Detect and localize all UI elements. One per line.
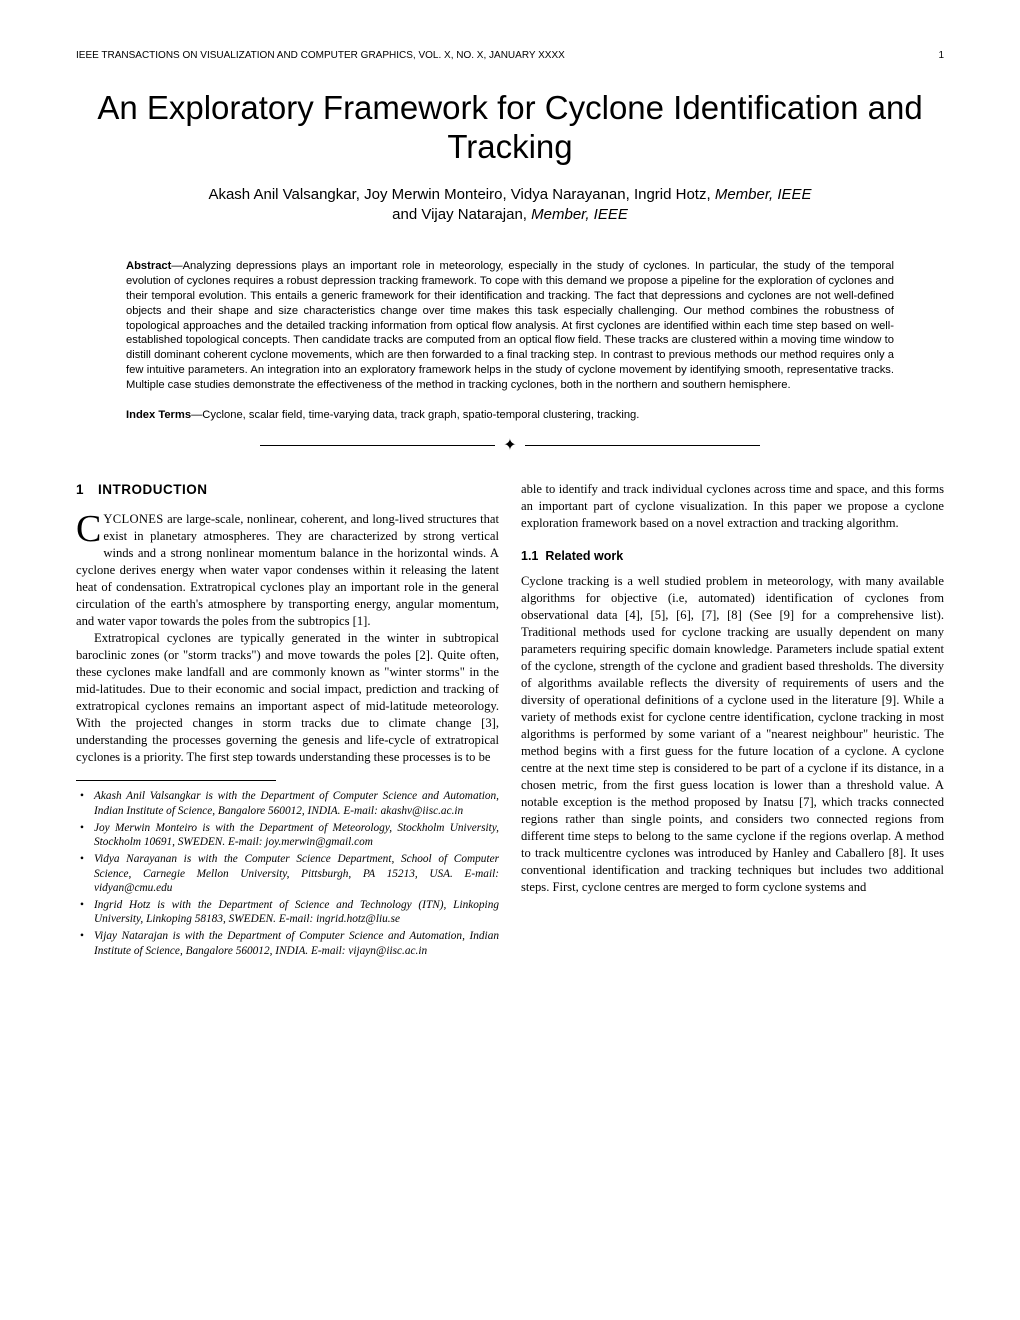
authors-text-2: and Vijay Natarajan, [392,206,531,223]
divider-line-right [525,445,760,446]
abstract-label: Abstract [126,260,171,272]
body-columns: 1INTRODUCTION CYCLONES are large-scale, … [76,481,944,961]
section-1-heading: 1INTRODUCTION [76,481,499,499]
footnote-2: Joy Merwin Monteiro is with the Departme… [76,821,499,849]
section-divider: ✦ [260,435,760,455]
paragraph-2: Extratropical cyclones are typically gen… [76,630,499,766]
section-1-title: INTRODUCTION [98,482,208,497]
member-label-1: Member, IEEE [715,186,812,203]
index-terms-text: —Cyclone, scalar field, time-varying dat… [191,409,639,421]
footnotes: Akash Anil Valsangkar is with the Depart… [76,789,499,957]
running-header: IEEE TRANSACTIONS ON VISUALIZATION AND C… [76,50,944,61]
journal-name: IEEE TRANSACTIONS ON VISUALIZATION AND C… [76,50,565,61]
index-terms-label: Index Terms [126,409,191,421]
authors-text-1: Akash Anil Valsangkar, Joy Merwin Montei… [208,186,714,203]
abstract: Abstract—Analyzing depressions plays an … [126,259,894,392]
page-number: 1 [938,50,944,61]
footnote-separator [76,780,276,781]
section-1-num: 1 [76,481,98,499]
member-label-2: Member, IEEE [531,206,628,223]
authors-block: Akash Anil Valsangkar, Joy Merwin Montei… [76,185,944,226]
subsection-1-1-heading: 1.1 Related work [521,548,944,565]
paragraph-r1: able to identify and track individual cy… [521,481,944,532]
footnote-5: Vijay Natarajan is with the Department o… [76,929,499,957]
left-column: 1INTRODUCTION CYCLONES are large-scale, … [76,481,499,961]
paragraph-1: CYCLONES are large-scale, nonlinear, coh… [76,511,499,630]
subsection-1-1-title: Related work [545,549,623,563]
paper-title: An Exploratory Framework for Cyclone Ide… [76,89,944,167]
subsection-1-1-num: 1.1 [521,549,538,563]
divider-symbol: ✦ [503,435,516,455]
paragraph-r2: Cyclone tracking is a well studied probl… [521,573,944,896]
divider-line-left [260,445,495,446]
footnote-4: Ingrid Hotz is with the Department of Sc… [76,898,499,926]
footnote-1: Akash Anil Valsangkar is with the Depart… [76,789,499,817]
abstract-text: —Analyzing depressions plays an importan… [126,260,894,390]
right-column: able to identify and track individual cy… [521,481,944,961]
footnote-3: Vidya Narayanan is with the Computer Sci… [76,852,499,895]
index-terms: Index Terms—Cyclone, scalar field, time-… [126,408,894,423]
